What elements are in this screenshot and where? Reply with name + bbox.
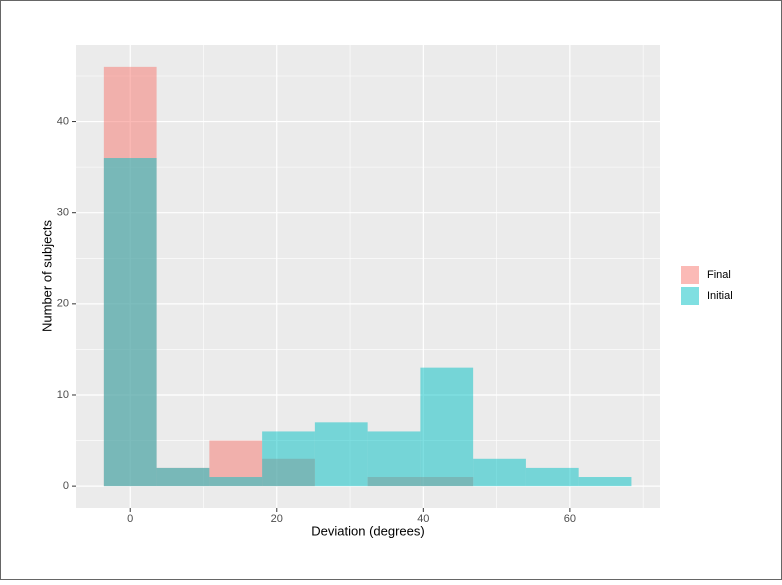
bar	[103, 158, 157, 487]
x-tick-label: 40	[417, 513, 429, 525]
bar	[314, 422, 368, 487]
legend-label: Final	[707, 269, 731, 281]
x-axis-title: Deviation (degrees)	[311, 523, 424, 538]
y-tick-label: 30	[57, 207, 69, 219]
bar	[156, 467, 210, 487]
x-tick-label: 20	[271, 513, 283, 525]
bar	[525, 467, 579, 487]
legend-key	[681, 287, 699, 305]
y-tick-label: 0	[63, 480, 69, 492]
x-tick-label: 60	[564, 513, 576, 525]
bar	[420, 367, 474, 487]
x-tick-label: 0	[127, 513, 133, 525]
bar	[473, 458, 526, 487]
y-tick-label: 20	[57, 298, 69, 310]
legend-label: Initial	[707, 290, 733, 302]
y-axis-title: Number of subjects	[39, 220, 54, 332]
legend-key	[681, 266, 699, 284]
y-tick-label: 10	[57, 389, 69, 401]
bar	[209, 477, 263, 487]
y-tick-label: 40	[57, 115, 69, 127]
bar	[262, 431, 315, 487]
bar	[367, 431, 421, 487]
bar	[578, 477, 632, 487]
panel	[76, 45, 660, 508]
